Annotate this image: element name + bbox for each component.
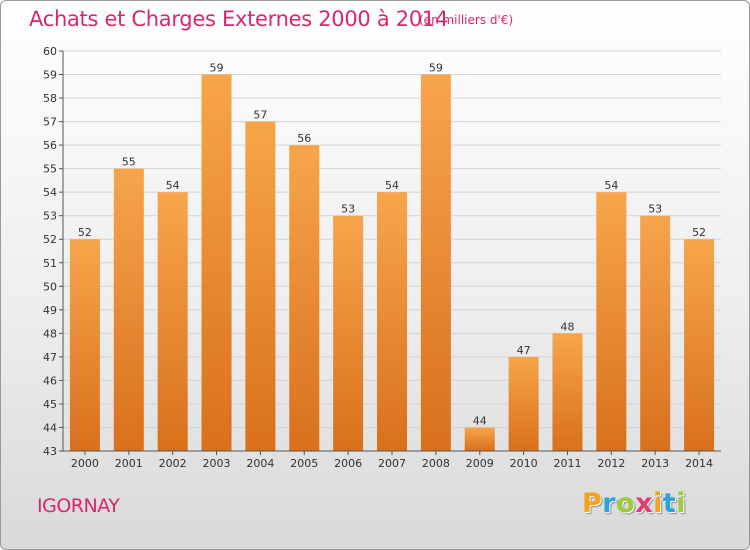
- x-tick-label: 2006: [334, 457, 362, 470]
- bar-value-label: 44: [473, 414, 487, 427]
- x-tick-label: 2008: [422, 457, 450, 470]
- bar: [377, 192, 407, 452]
- bar-value-label: 55: [122, 156, 136, 169]
- bar: [333, 215, 364, 451]
- y-tick-label: 55: [43, 163, 57, 176]
- commune-name: IGORNAY: [37, 495, 120, 517]
- bar: [640, 215, 671, 451]
- x-tick-label: 2001: [115, 457, 143, 470]
- y-tick-label: 50: [43, 280, 57, 293]
- bar-value-label: 47: [517, 344, 531, 357]
- bar-value-label: 52: [78, 226, 92, 239]
- bar-value-label: 48: [560, 320, 574, 333]
- logo-letter: i: [676, 488, 687, 519]
- y-tick-label: 60: [43, 45, 57, 58]
- bar-value-label: 53: [341, 203, 355, 216]
- x-tick-label: 2013: [641, 457, 669, 470]
- bar: [596, 192, 627, 452]
- y-tick-label: 59: [43, 69, 57, 82]
- y-tick-label: 44: [43, 421, 57, 434]
- x-tick-label: 2012: [597, 457, 625, 470]
- logo-letter: r: [602, 488, 617, 519]
- bar: [684, 239, 715, 451]
- x-tick-label: 2014: [685, 457, 713, 470]
- bar-value-label: 59: [210, 62, 224, 75]
- y-tick-label: 43: [43, 445, 57, 458]
- y-tick-label: 53: [43, 210, 57, 223]
- y-tick-label: 57: [43, 116, 57, 129]
- bar: [69, 239, 100, 451]
- x-tick-label: 2005: [290, 457, 318, 470]
- x-tick-label: 2007: [378, 457, 406, 470]
- bar: [201, 74, 232, 451]
- bar: [464, 427, 495, 451]
- x-tick-label: 2004: [246, 457, 274, 470]
- chart-title: Achats et Charges Externes 2000 à 2014: [29, 7, 449, 31]
- bars: 52 55 54 59 57 56 53 54 59 44 47 48 54 53 52: [69, 62, 715, 452]
- bar-value-label: 56: [297, 132, 311, 145]
- y-tick-label: 47: [43, 351, 57, 364]
- bar-value-label: 52: [692, 226, 706, 239]
- x-tick-label: 2003: [203, 457, 231, 470]
- bar-value-label: 54: [604, 179, 618, 192]
- bar: [420, 74, 451, 451]
- bar: [508, 356, 539, 451]
- x-tick-label: 2011: [553, 457, 581, 470]
- x-tick-label: 2002: [159, 457, 187, 470]
- bar: [552, 333, 583, 451]
- logo-letter: P: [582, 488, 603, 519]
- bar: [289, 145, 320, 451]
- axes: 43 44 45 46 47 48 49 50 51 52 53 54 55 56 57 58 59 60 2000…: [43, 45, 721, 470]
- y-tick-label: 46: [43, 374, 57, 387]
- y-tick-label: 52: [43, 233, 57, 246]
- bar: [157, 192, 188, 452]
- logo-letter: x: [635, 488, 654, 519]
- y-tick-label: 54: [43, 186, 57, 199]
- bar-value-label: 54: [166, 179, 180, 192]
- logo-letter: i: [653, 488, 663, 519]
- chart-subtitle: (en milliers d'€): [419, 13, 514, 27]
- x-tick-label: 2010: [510, 457, 538, 470]
- bar: [245, 121, 276, 452]
- bar-value-label: 53: [648, 203, 662, 216]
- bar: [113, 168, 144, 451]
- x-tick-label: 2009: [466, 457, 494, 470]
- bar-value-label: 54: [385, 179, 399, 192]
- y-tick-label: 58: [43, 92, 57, 105]
- proxiti-logo[interactable]: Proxiti: [582, 488, 686, 519]
- y-tick-label: 45: [43, 398, 57, 411]
- y-tick-label: 49: [43, 304, 57, 317]
- logo-letter: t: [662, 488, 677, 519]
- bar-value-label: 59: [429, 62, 443, 75]
- x-tick-label: 2000: [71, 457, 99, 470]
- y-tick-label: 51: [43, 257, 57, 270]
- logo-letter: o: [616, 488, 636, 519]
- y-tick-label: 56: [43, 139, 57, 152]
- y-tick-label: 48: [43, 327, 57, 340]
- bar-value-label: 57: [253, 109, 267, 122]
